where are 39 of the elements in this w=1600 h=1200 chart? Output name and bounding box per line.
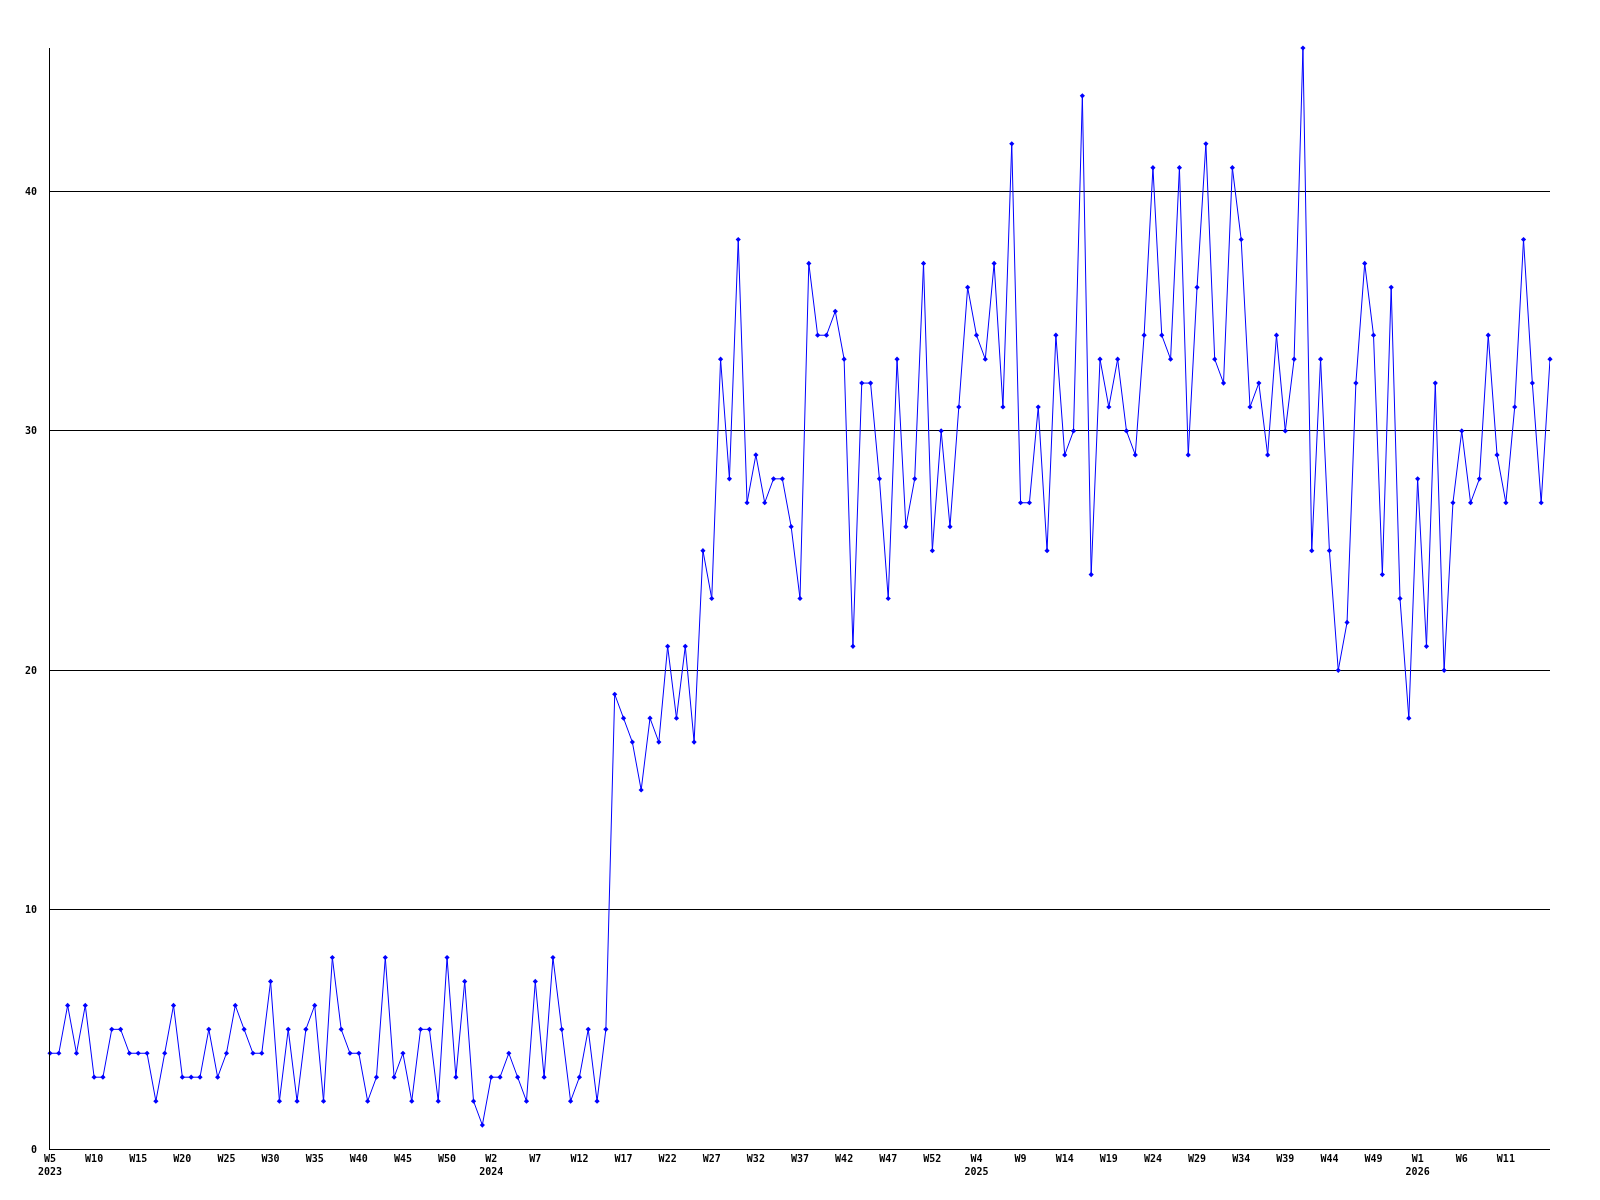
x-tick-label: W5 2023 <box>37 1153 63 1177</box>
x-tick-label: W12 <box>570 1153 589 1164</box>
x-tick-label: W40 <box>349 1153 368 1164</box>
x-tick-label: W4 2025 <box>964 1153 989 1177</box>
x-tick-label: W17 <box>614 1153 633 1164</box>
x-tick-label: W34 <box>1232 1153 1251 1164</box>
y-tick-label: 0 <box>30 1143 37 1155</box>
x-tick-label: W20 <box>173 1153 192 1164</box>
x-tick-label: W30 <box>261 1153 280 1164</box>
x-tick-label: W22 <box>658 1153 677 1164</box>
x-tick-label: W42 <box>835 1153 854 1164</box>
y-tick-label: 20 <box>24 664 37 676</box>
x-tick-label: W32 <box>746 1153 765 1164</box>
x-tick-label: W10 <box>85 1153 104 1164</box>
x-tick-label: W45 <box>393 1153 412 1164</box>
y-tick-label: 10 <box>24 904 37 916</box>
x-tick-label: W27 <box>702 1153 721 1164</box>
x-tick-label: W24 <box>1143 1153 1162 1164</box>
x-tick-label: W35 <box>305 1153 324 1164</box>
x-tick-label: W44 <box>1320 1153 1339 1164</box>
x-tick-label: W1 2026 <box>1405 1153 1430 1177</box>
x-tick-label: W2 2024 <box>479 1153 504 1177</box>
x-tick-label: W29 <box>1188 1153 1207 1164</box>
x-tick-label: W52 <box>923 1153 942 1164</box>
x-tick-label: W9 <box>1014 1153 1027 1164</box>
x-tick-label: W19 <box>1099 1153 1118 1164</box>
x-tick-label: W11 <box>1496 1153 1515 1164</box>
x-tick-label: W50 <box>438 1153 457 1164</box>
x-tick-label: W49 <box>1364 1153 1383 1164</box>
x-tick-label: W39 <box>1276 1153 1295 1164</box>
x-tick-label: W7 <box>529 1153 542 1164</box>
x-tick-label: W47 <box>879 1153 898 1164</box>
x-tick-label: W15 <box>129 1153 148 1164</box>
x-tick-label: W14 <box>1055 1153 1074 1164</box>
y-tick-label: 40 <box>24 186 37 198</box>
x-tick-label: W6 <box>1455 1153 1468 1164</box>
y-tick-label: 30 <box>24 425 37 437</box>
x-tick-label: W37 <box>790 1153 810 1164</box>
x-tick-label: W25 <box>217 1153 236 1164</box>
